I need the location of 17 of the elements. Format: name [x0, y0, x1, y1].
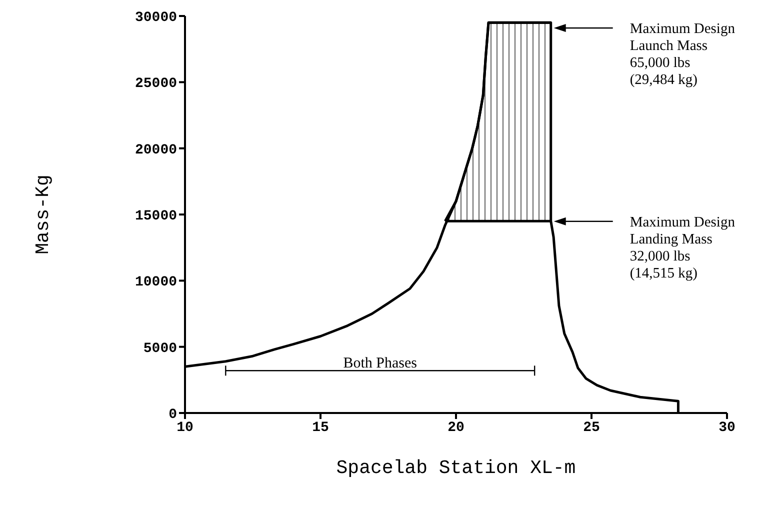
annotation: Maximum Design Landing Mass 32,000 lbs (14,515 kg): [630, 214, 736, 282]
y-tick-label: 10000: [134, 274, 177, 291]
y-tick-label: 0: [168, 406, 177, 423]
x-tick-label: 15: [312, 420, 329, 436]
annotation: Maximum Design Launch Mass 65,000 lbs (29,484 kg): [630, 21, 736, 88]
x-tick-label: 25: [583, 420, 600, 436]
x-tick-label: 30: [718, 420, 736, 436]
y-tick-label: 25000: [134, 76, 177, 92]
y-tick-label: 20000: [134, 142, 177, 158]
y-axis-title: Mass-Kg: [32, 174, 54, 254]
x-axis-title: Spacelab Station XL-m: [336, 457, 576, 479]
series-label: Both Phases: [343, 356, 418, 372]
y-tick-label: 15000: [134, 208, 177, 224]
y-tick-label: 5000: [143, 340, 177, 357]
y-tick-label: 30000: [134, 10, 177, 26]
x-tick-label: 20: [448, 420, 464, 436]
x-tick-label: 10: [176, 420, 194, 436]
